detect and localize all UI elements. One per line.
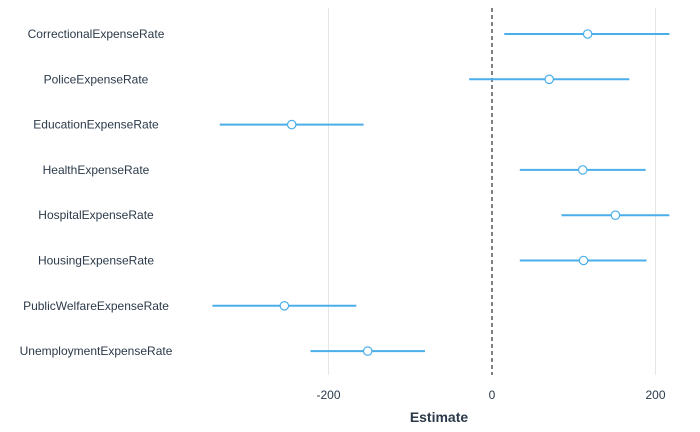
- x-axis-title: Estimate: [410, 409, 469, 425]
- category-label: PoliceExpenseRate: [44, 72, 149, 86]
- category-label: HealthExpenseRate: [43, 163, 150, 177]
- estimate-point: [362, 346, 373, 356]
- category-label: HospitalExpenseRate: [38, 208, 154, 222]
- grid-layer: [328, 8, 656, 375]
- x-tick-label: 200: [645, 388, 665, 402]
- interval-marks: [212, 29, 670, 356]
- category-labels: CorrectionalExpenseRate PoliceExpenseRate…: [20, 27, 173, 358]
- category-label: UnemploymentExpenseRate: [20, 344, 173, 358]
- category-label: HousingExpenseRate: [38, 254, 154, 268]
- estimate-point: [610, 210, 621, 220]
- category-label: PublicWelfareExpenseRate: [23, 299, 169, 313]
- estimate-point: [286, 119, 297, 130]
- x-tick-label: 0: [489, 388, 496, 402]
- estimate-point: [544, 74, 555, 85]
- estimate-point: [577, 165, 588, 175]
- x-tick-label: -200: [316, 388, 340, 402]
- estimate-point: [279, 300, 290, 311]
- category-label: EducationExpenseRate: [33, 118, 159, 132]
- x-tick-labels: -200 0 200: [316, 388, 665, 402]
- estimate-point: [578, 255, 589, 266]
- estimate-point: [582, 29, 593, 39]
- category-label: CorrectionalExpenseRate: [28, 27, 165, 41]
